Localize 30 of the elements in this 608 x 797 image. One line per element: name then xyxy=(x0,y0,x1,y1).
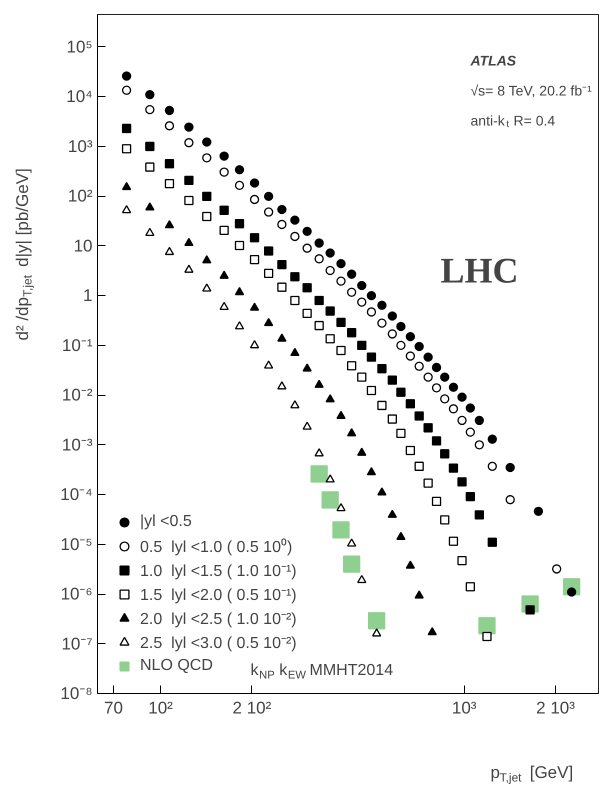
annotation: ATLAS xyxy=(470,52,517,68)
y-tick-label: 10⁻⁷ xyxy=(61,634,92,654)
y-tick-label: 10⁴ xyxy=(66,87,93,106)
annotation: √s= 8 TeV, 20.2 fb⁻¹ xyxy=(470,82,592,98)
y-tick-label: 10⁻¹ xyxy=(62,336,93,355)
x-tick-label: 2 10² xyxy=(232,698,272,718)
legend-label: 0.5 lyl <1.0 ( 0.5 10⁰) xyxy=(140,537,292,557)
y-tick-label: 10⁻⁶ xyxy=(60,584,93,604)
y-tick-label: 10⁵ xyxy=(66,37,93,56)
y-axis-title: d² /dpT,jet d|y| [pb/GeV] xyxy=(13,168,35,340)
x-tick-label: 2 10³ xyxy=(536,698,576,718)
legend-label: NLO QCD xyxy=(140,657,213,675)
y-tick-label: 1 xyxy=(83,286,93,306)
y-tick-label: 10⁻⁴ xyxy=(60,485,93,504)
y-tick-label: 10 xyxy=(74,236,93,256)
y-tick-label: 10⁻⁸ xyxy=(60,684,93,703)
y-tick-label: 10⁻⁵ xyxy=(60,534,93,554)
y-tick-label: 10³ xyxy=(68,136,93,156)
x-tick-label: 10² xyxy=(148,698,174,718)
annotation: LHC xyxy=(440,250,519,290)
legend-label: 1.5 lyl <2.0 ( 0.5 10⁻¹) xyxy=(140,586,297,605)
legend-label: 2.0 lyl <2.5 ( 1.0 10⁻²) xyxy=(140,610,297,629)
y-tick-label: 10² xyxy=(68,186,93,206)
legend-label: 1.0 lyl <1.5 ( 1.0 10⁻¹) xyxy=(140,562,297,581)
x-tick-label: 70 xyxy=(104,698,123,718)
y-tick-label: 10⁻² xyxy=(62,386,93,405)
x-tick-label: 10³ xyxy=(452,698,477,718)
legend-label: 2.5 lyl <3.0 ( 0.5 10⁻²) xyxy=(140,634,297,653)
y-tick-label: 10⁻³ xyxy=(62,435,93,454)
legend-label: |yl <0.5 xyxy=(140,513,192,531)
